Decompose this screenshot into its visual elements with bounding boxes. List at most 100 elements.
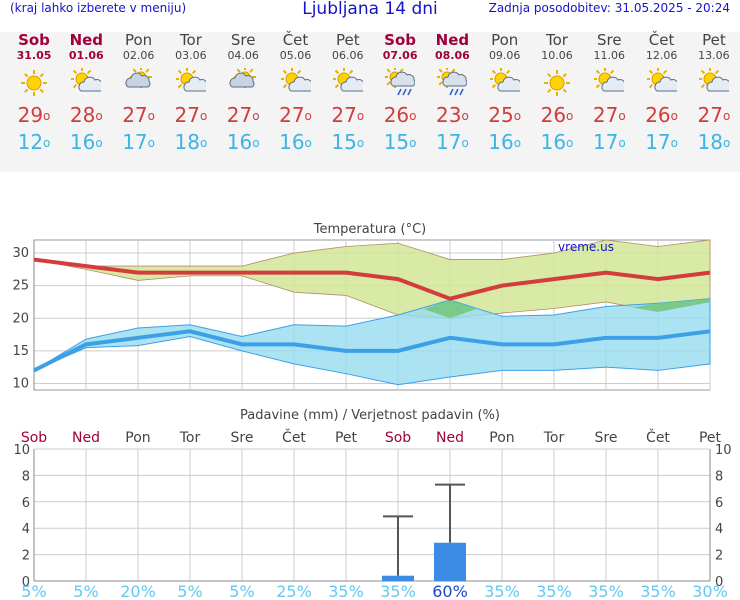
precipitation-day-label: Pon xyxy=(489,430,514,446)
day-column: Pon 02.06 27o 17o xyxy=(113,31,165,155)
day-column: Sre 11.06 27o 17o xyxy=(583,32,635,154)
sun-cloud-icon xyxy=(488,67,523,98)
precipitation-tick-label-right: 10 xyxy=(715,443,732,458)
precipitation-tick-label-right: 8 xyxy=(715,469,723,484)
min-temperature: 17o xyxy=(435,130,469,154)
precipitation-tick-label-left: 8 xyxy=(22,469,30,484)
precipitation-probability: 60% xyxy=(432,582,468,600)
watermark: vreme.us xyxy=(558,240,614,254)
precipitation-day-label: Čet xyxy=(646,428,670,446)
precipitation-chart-title: Padavine (mm) / Verjetnost padavin (%) xyxy=(240,408,500,423)
day-name: Pet xyxy=(335,31,360,49)
page-title: Ljubljana 14 dni xyxy=(302,0,438,19)
precipitation-bar xyxy=(382,575,414,581)
day-name: Pon xyxy=(124,31,153,49)
day-name: Sob xyxy=(18,31,50,49)
day-column: Sob 07.06 26o 15o xyxy=(374,31,426,155)
max-temperature: 27o xyxy=(279,103,312,127)
precipitation-tick-label-right: 0 xyxy=(715,575,723,590)
day-column: Pon 09.06 25o 16o xyxy=(479,32,531,154)
precipitation-probability: 5% xyxy=(229,582,254,600)
min-temperature: 18o xyxy=(697,130,731,154)
precipitation-day-label: Pet xyxy=(699,430,722,446)
day-name: Tor xyxy=(546,31,568,49)
max-temperature-band xyxy=(33,239,711,319)
max-temperature-line xyxy=(33,257,711,301)
day-name: Ned xyxy=(69,31,104,49)
cloud-sun-icon xyxy=(228,66,258,98)
max-temperature: 26o xyxy=(645,103,678,127)
precipitation-day-label: Pet xyxy=(335,430,358,446)
day-date: 06.06 xyxy=(332,49,364,62)
precipitation-probability: 35% xyxy=(640,582,676,600)
max-temperature: 27o xyxy=(697,103,731,127)
day-date: 13.06 xyxy=(698,49,730,62)
precipitation-day-label: Tor xyxy=(179,430,201,446)
precipitation-day-label: Sob xyxy=(21,430,47,446)
precipitation-day-label: Sre xyxy=(231,430,254,446)
sun-cloud-icon xyxy=(331,67,366,98)
precipitation-probability: 35% xyxy=(484,582,520,600)
min-temperature: 17o xyxy=(122,130,155,154)
precipitation-day-label: Čet xyxy=(282,428,306,446)
day-column: Ned 01.06 28o 16o xyxy=(60,32,112,154)
precipitation-tick-label-left: 4 xyxy=(22,522,30,537)
sun-cloud-icon xyxy=(593,67,627,98)
min-temperature: 15o xyxy=(383,130,417,154)
max-temperature: 26o xyxy=(540,103,574,127)
day-name: Čet xyxy=(648,31,675,49)
precipitation-probability: 30% xyxy=(692,582,728,600)
day-column: Čet 12.06 26o 17o xyxy=(636,32,688,154)
last-updated: Zadnja posodobitev: 31.05.2025 - 20:24 xyxy=(488,1,730,15)
sun-icon xyxy=(19,68,49,98)
day-column: Ned 08.06 23o 17o xyxy=(426,32,478,155)
day-date: 07.06 xyxy=(382,49,418,62)
precipitation-probability: 20% xyxy=(120,582,156,600)
temperature-tick-label: 15 xyxy=(12,344,29,359)
precipitation-day-label: Sob xyxy=(385,430,411,446)
day-name: Čet xyxy=(282,31,309,49)
day-column: Pet 06.06 27o 15o xyxy=(322,32,374,154)
day-column: Sre 04.06 27o 16o xyxy=(217,32,269,155)
daily-forecast-strip: Sob 31.05 29o 12o Ned 01.06 28o 16o Pon 02.06 27… xyxy=(0,32,740,172)
max-temperature: 27o xyxy=(592,103,626,127)
temperature-tick-label: 25 xyxy=(12,279,29,294)
day-date: 09.06 xyxy=(488,49,521,62)
precipitation-day-label: Ned xyxy=(436,430,464,446)
day-column: Tor 03.06 27o 18o xyxy=(165,32,217,154)
day-name: Tor xyxy=(179,31,202,49)
precipitation-probability: 35% xyxy=(328,582,364,600)
precipitation-day-label: Ned xyxy=(72,430,100,446)
max-temperature: 27o xyxy=(174,103,208,127)
precipitation-tick-label-right: 4 xyxy=(715,522,723,537)
day-name: Pet xyxy=(702,31,726,49)
min-temperature: 16o xyxy=(226,130,260,154)
day-date: 11.06 xyxy=(593,49,626,62)
day-date: 02.06 xyxy=(122,49,155,62)
precipitation-tick-label-right: 6 xyxy=(715,496,723,511)
day-date: 05.06 xyxy=(279,49,312,62)
day-column: Pet 13.06 27o 18o xyxy=(688,32,740,154)
temperature-tick-label: 20 xyxy=(12,311,29,326)
cloud-sun-icon xyxy=(124,66,154,98)
precipitation-probability: 35% xyxy=(536,582,572,600)
min-temperature-line xyxy=(33,329,711,373)
precipitation-tick-label-left: 0 xyxy=(22,575,30,590)
location-hint[interactable]: (kraj lahko izberete v meniju) xyxy=(10,1,187,15)
day-name: Sob xyxy=(384,31,417,49)
min-temperature: 16o xyxy=(279,130,312,154)
max-temperature: 26o xyxy=(383,103,417,127)
precipitation-day-label: Pon xyxy=(125,430,150,446)
min-temperature: 18o xyxy=(174,130,208,154)
precipitation-bar xyxy=(434,542,466,581)
day-column: Sob 31.05 29o 12o xyxy=(8,31,60,155)
min-temperature: 12o xyxy=(17,130,51,154)
precipitation-tick-label-left: 2 xyxy=(22,549,30,564)
band-overlap xyxy=(424,298,710,319)
day-date: 10.06 xyxy=(541,49,573,62)
sun-cloud-rain-icon xyxy=(384,66,416,98)
day-date: 03.06 xyxy=(175,49,207,62)
sun-cloud-icon xyxy=(697,67,732,98)
precipitation-probability: 35% xyxy=(380,582,416,600)
